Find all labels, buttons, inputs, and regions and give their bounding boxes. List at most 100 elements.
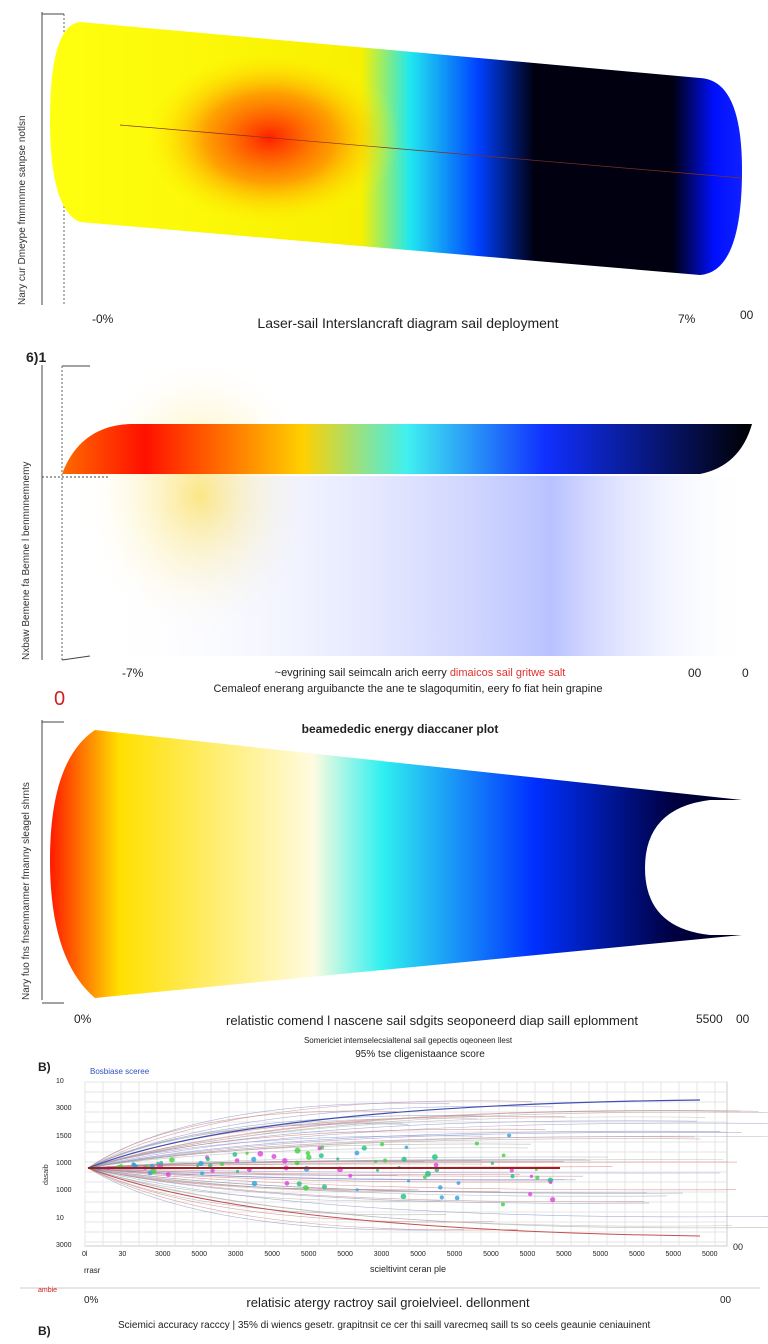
scatter-dot — [509, 1168, 514, 1173]
scatter-dot — [232, 1152, 238, 1157]
trajectories — [87, 1099, 768, 1237]
x-tick-label: 30 — [118, 1251, 127, 1258]
panel-label: 6)1 — [26, 349, 47, 365]
x-tick-label: 5000 — [410, 1251, 426, 1258]
x-tick-label: 0l — [82, 1251, 88, 1258]
tick-label: 00 — [736, 1012, 750, 1026]
scatter-dot — [303, 1185, 309, 1191]
scatter-dot — [235, 1169, 240, 1173]
scatter-dot — [355, 1188, 359, 1192]
scatter-dot — [431, 1154, 438, 1160]
trajectory — [87, 1110, 759, 1169]
scatter-dot — [294, 1147, 301, 1154]
panel-label: 0 — [54, 688, 66, 710]
caption: relatisic atergy ractroy sail groielviee… — [246, 1295, 530, 1310]
tick-label: -7% — [122, 666, 144, 680]
scatter-dot — [500, 1202, 506, 1207]
legend: Bosbiase sceree — [90, 1067, 150, 1076]
scatter-dot — [549, 1197, 556, 1203]
scatter-dot — [271, 1154, 277, 1159]
scatter-dot — [401, 1156, 407, 1162]
x-tick-label: 5000 — [264, 1251, 280, 1258]
glow — [90, 476, 750, 656]
x-tick-label: 5000 — [300, 1251, 317, 1258]
tick-label: 5500 — [696, 1012, 723, 1026]
x-tick-label: 5000 — [665, 1251, 682, 1258]
trajectory — [87, 1132, 742, 1169]
trajectory — [87, 1167, 447, 1216]
tick-label: 7% — [678, 312, 696, 326]
scatter-dot — [379, 1142, 385, 1147]
panel-label: B) — [38, 1060, 51, 1074]
trajectory — [87, 1147, 529, 1169]
scatter-dot — [165, 1172, 171, 1178]
x-tick-label: 5000 — [592, 1251, 609, 1258]
cutout — [645, 800, 742, 935]
scatter-dot — [251, 1156, 257, 1162]
trajectory — [87, 1130, 721, 1169]
footer-text: Sciemici accuracy racccy | 35% di wiencs… — [118, 1320, 651, 1331]
scatter-dot — [321, 1184, 327, 1190]
scatter-dot — [535, 1175, 540, 1180]
trajectory — [87, 1167, 549, 1183]
center-line — [119, 124, 743, 179]
tick-label: 00 — [720, 1295, 732, 1306]
trajectory — [87, 1116, 706, 1169]
trajectory — [87, 1167, 521, 1175]
x-tick-label: 5000 — [629, 1251, 645, 1258]
scatter-dot — [245, 1151, 249, 1155]
x-tick-label: 5000 — [191, 1251, 207, 1258]
y-tick-label: 3000 — [56, 1105, 72, 1113]
scatter-dot — [205, 1157, 210, 1162]
trajectory — [87, 1122, 768, 1169]
tick-label: 0 — [742, 666, 749, 680]
trajectory — [87, 1167, 518, 1231]
y-axis-label: dasaib — [43, 1164, 50, 1185]
tick-label: 0% — [84, 1295, 99, 1306]
scatter-dot — [251, 1180, 258, 1187]
scatter-dot — [404, 1145, 409, 1150]
scatter-dot — [234, 1158, 240, 1163]
x-tick-label: 3000 — [154, 1251, 171, 1258]
scatter-dot — [474, 1141, 479, 1146]
tick-label: 00 — [688, 666, 702, 680]
scatter-dot — [208, 1163, 213, 1168]
caption: Laser-sail Interslancraft diagram sail d… — [257, 315, 559, 331]
scatter-dot — [210, 1168, 215, 1173]
trajectory — [87, 1167, 494, 1223]
funnel — [50, 730, 742, 998]
scatter-dot — [438, 1185, 443, 1190]
trajectory — [87, 1110, 397, 1169]
y-tick-label: 1000 — [56, 1160, 72, 1167]
scatter-dot — [336, 1157, 340, 1161]
x-axis-label: scieltivint ceran ple — [369, 1264, 447, 1274]
scatter-dot — [145, 1164, 149, 1168]
y-tick-label: 10 — [56, 1078, 64, 1085]
x-tick-label: 5000 — [556, 1251, 572, 1258]
x-tick-label: 5000 — [519, 1251, 536, 1258]
y-tick-label: 3000 — [56, 1242, 72, 1249]
tick-label: 00 — [740, 308, 754, 322]
scatter-dot — [220, 1162, 224, 1167]
y-tick-label: 10 — [56, 1214, 64, 1222]
scatter-dot — [383, 1158, 387, 1163]
scatter-dot — [294, 1160, 300, 1166]
scatter-dot — [400, 1193, 407, 1200]
scatter-dot — [433, 1162, 439, 1168]
axis — [61, 655, 91, 661]
title-text: ~evgrining sail seimcaln arich eerry — [274, 667, 447, 679]
scatter-dot — [196, 1164, 200, 1168]
title-highlight: dimaicos sail gritwe salt — [449, 667, 566, 679]
scatter-dot — [348, 1173, 353, 1178]
trajectory — [87, 1120, 698, 1169]
trajectory — [87, 1167, 650, 1204]
scatter-dot — [282, 1158, 288, 1164]
scatter-dot — [510, 1174, 515, 1179]
scatter-dot — [284, 1180, 290, 1186]
scatter-dot — [425, 1170, 431, 1177]
title: ~evgrining sail seimcaln arich eerry dim… — [275, 666, 566, 680]
beam-bar — [62, 424, 752, 474]
scatter-dot — [159, 1160, 164, 1165]
scatter-dot — [361, 1145, 367, 1151]
